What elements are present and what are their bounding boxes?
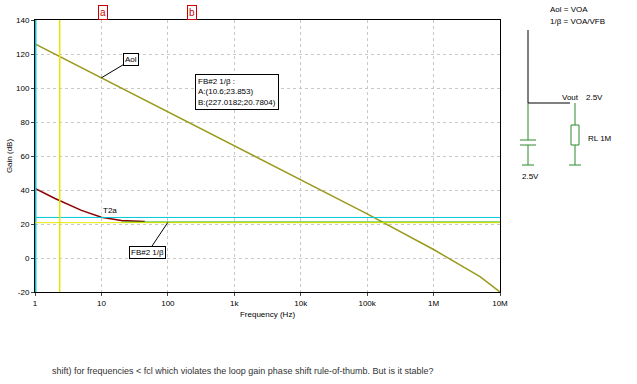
svg-text:Vout: Vout xyxy=(562,93,579,102)
svg-text:-20: -20 xyxy=(18,288,30,297)
svg-text:FB#2 1/β: FB#2 1/β xyxy=(131,248,164,257)
svg-text:100: 100 xyxy=(161,299,175,308)
svg-text:Gain (dB): Gain (dB) xyxy=(5,139,14,174)
svg-text:1M: 1M xyxy=(428,299,439,308)
svg-text:10M: 10M xyxy=(492,299,508,308)
svg-text:1: 1 xyxy=(33,299,38,308)
svg-text:shift) for frequencies < fcl w: shift) for frequencies < fcl which viola… xyxy=(52,366,433,376)
svg-text:120: 120 xyxy=(16,50,30,59)
svg-text:T2a: T2a xyxy=(103,206,117,215)
svg-text:FB#2 1/β :A:(10.6;23.853)B:(22: FB#2 1/β :A:(10.6;23.853)B:(227.0182;20.… xyxy=(198,77,276,107)
svg-text:100: 100 xyxy=(16,84,30,93)
svg-text:100k: 100k xyxy=(358,299,376,308)
svg-text:2.5V: 2.5V xyxy=(586,93,603,102)
svg-text:1/β = VOA/VFB: 1/β = VOA/VFB xyxy=(550,17,605,26)
svg-text:b: b xyxy=(189,7,195,18)
svg-text:2.5V: 2.5V xyxy=(522,172,539,181)
svg-text:0: 0 xyxy=(25,254,30,263)
svg-text:80: 80 xyxy=(20,118,29,127)
svg-text:10: 10 xyxy=(97,299,106,308)
svg-text:Frequency (Hz): Frequency (Hz) xyxy=(240,310,295,319)
svg-text:60: 60 xyxy=(20,152,29,161)
svg-text:40: 40 xyxy=(20,186,29,195)
svg-text:Aol = VOA: Aol = VOA xyxy=(550,5,588,14)
svg-text:10k: 10k xyxy=(294,299,308,308)
svg-text:RL 1M: RL 1M xyxy=(588,134,612,143)
svg-text:20: 20 xyxy=(20,220,29,229)
svg-text:1k: 1k xyxy=(230,299,239,308)
svg-text:140: 140 xyxy=(16,16,30,25)
svg-text:a: a xyxy=(100,7,106,18)
svg-text:Aol: Aol xyxy=(125,55,137,64)
